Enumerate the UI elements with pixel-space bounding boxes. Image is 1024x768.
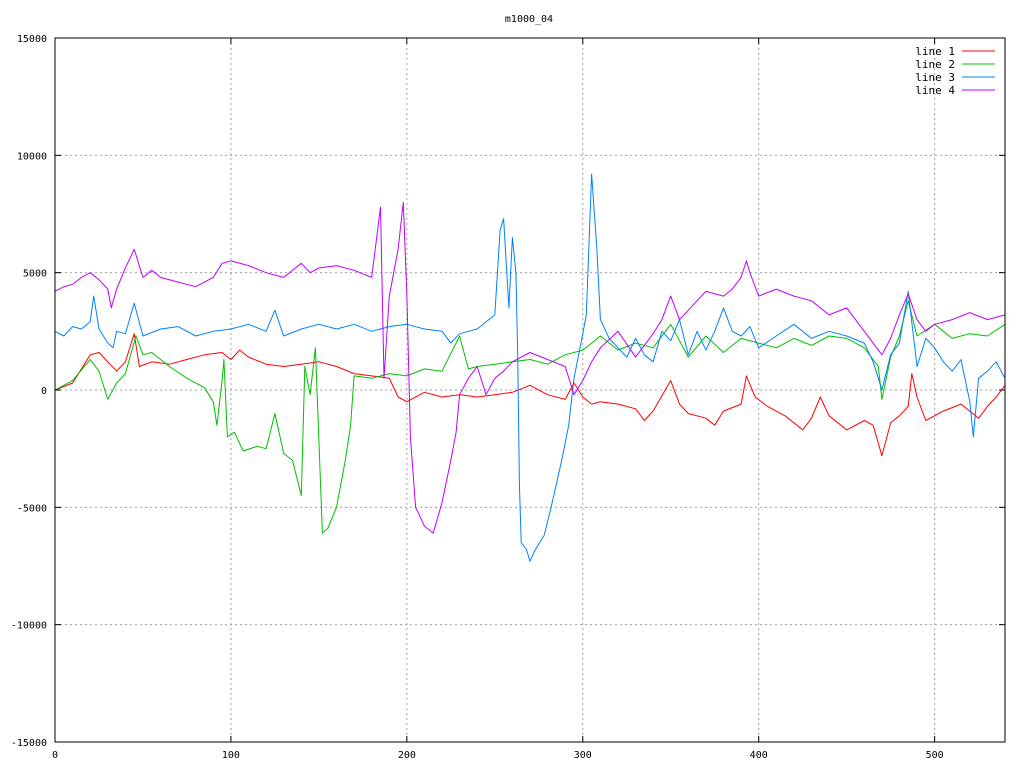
x-tick-label: 0 (52, 750, 58, 761)
y-tick-label: 5000 (23, 269, 47, 280)
y-tick-label: -10000 (11, 621, 47, 632)
series-line-4 (54, 201, 1006, 534)
x-tick-label: 100 (222, 750, 240, 761)
legend-label-1: line 1 (915, 45, 955, 58)
legend-label-3: line 3 (915, 71, 955, 84)
x-tick-label: 400 (750, 750, 768, 761)
x-tick-label: 500 (926, 750, 944, 761)
legend-label-2: line 2 (915, 58, 955, 71)
series-line-1 (54, 333, 1006, 457)
chart-title: m1000_04 (505, 14, 553, 25)
grid-layer (55, 38, 1005, 742)
tick-layer: 0 100 200 300 400 500 -15000 -10000 -5000 0 5000 10… (11, 34, 1005, 761)
legend-label-4: line 4 (915, 84, 955, 97)
y-tick-label: -15000 (11, 738, 47, 749)
y-tick-label: -5000 (17, 503, 47, 514)
y-tick-label: 10000 (17, 151, 47, 162)
x-tick-label: 300 (574, 750, 592, 761)
series-line-3 (54, 173, 1006, 562)
x-tick-label: 200 (398, 750, 416, 761)
y-tick-label: 15000 (17, 34, 47, 45)
series-line-2 (54, 300, 1006, 534)
series-layer (54, 173, 1006, 562)
y-tick-label: 0 (41, 386, 47, 397)
